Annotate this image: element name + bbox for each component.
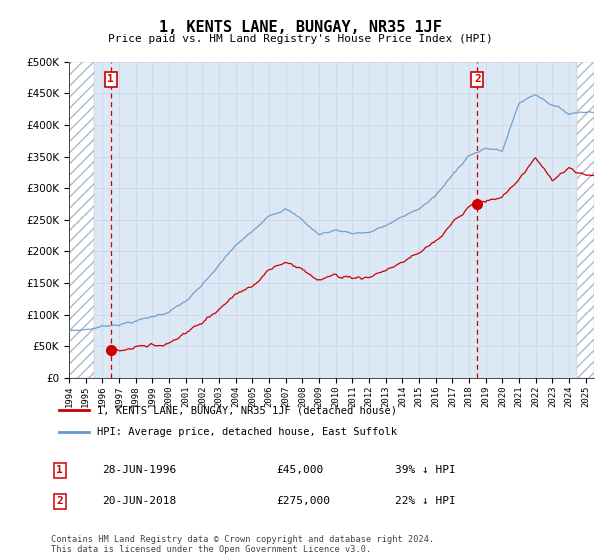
Text: 28-JUN-1996: 28-JUN-1996 (102, 465, 176, 475)
Text: 1, KENTS LANE, BUNGAY, NR35 1JF (detached house): 1, KENTS LANE, BUNGAY, NR35 1JF (detache… (97, 405, 397, 416)
Text: HPI: Average price, detached house, East Suffolk: HPI: Average price, detached house, East… (97, 427, 397, 437)
Text: 22% ↓ HPI: 22% ↓ HPI (395, 496, 455, 506)
Text: 1: 1 (56, 465, 63, 475)
Text: Contains HM Land Registry data © Crown copyright and database right 2024.
This d: Contains HM Land Registry data © Crown c… (51, 535, 434, 554)
Bar (69, 62, 94, 378)
Bar (577, 62, 594, 378)
Text: 2: 2 (56, 496, 63, 506)
Text: £45,000: £45,000 (277, 465, 324, 475)
Text: 2: 2 (474, 74, 481, 85)
Text: 1, KENTS LANE, BUNGAY, NR35 1JF: 1, KENTS LANE, BUNGAY, NR35 1JF (158, 20, 442, 35)
Text: Price paid vs. HM Land Registry's House Price Index (HPI): Price paid vs. HM Land Registry's House … (107, 34, 493, 44)
Text: £275,000: £275,000 (277, 496, 331, 506)
Text: 1: 1 (107, 74, 114, 85)
Text: 20-JUN-2018: 20-JUN-2018 (102, 496, 176, 506)
Text: 39% ↓ HPI: 39% ↓ HPI (395, 465, 455, 475)
